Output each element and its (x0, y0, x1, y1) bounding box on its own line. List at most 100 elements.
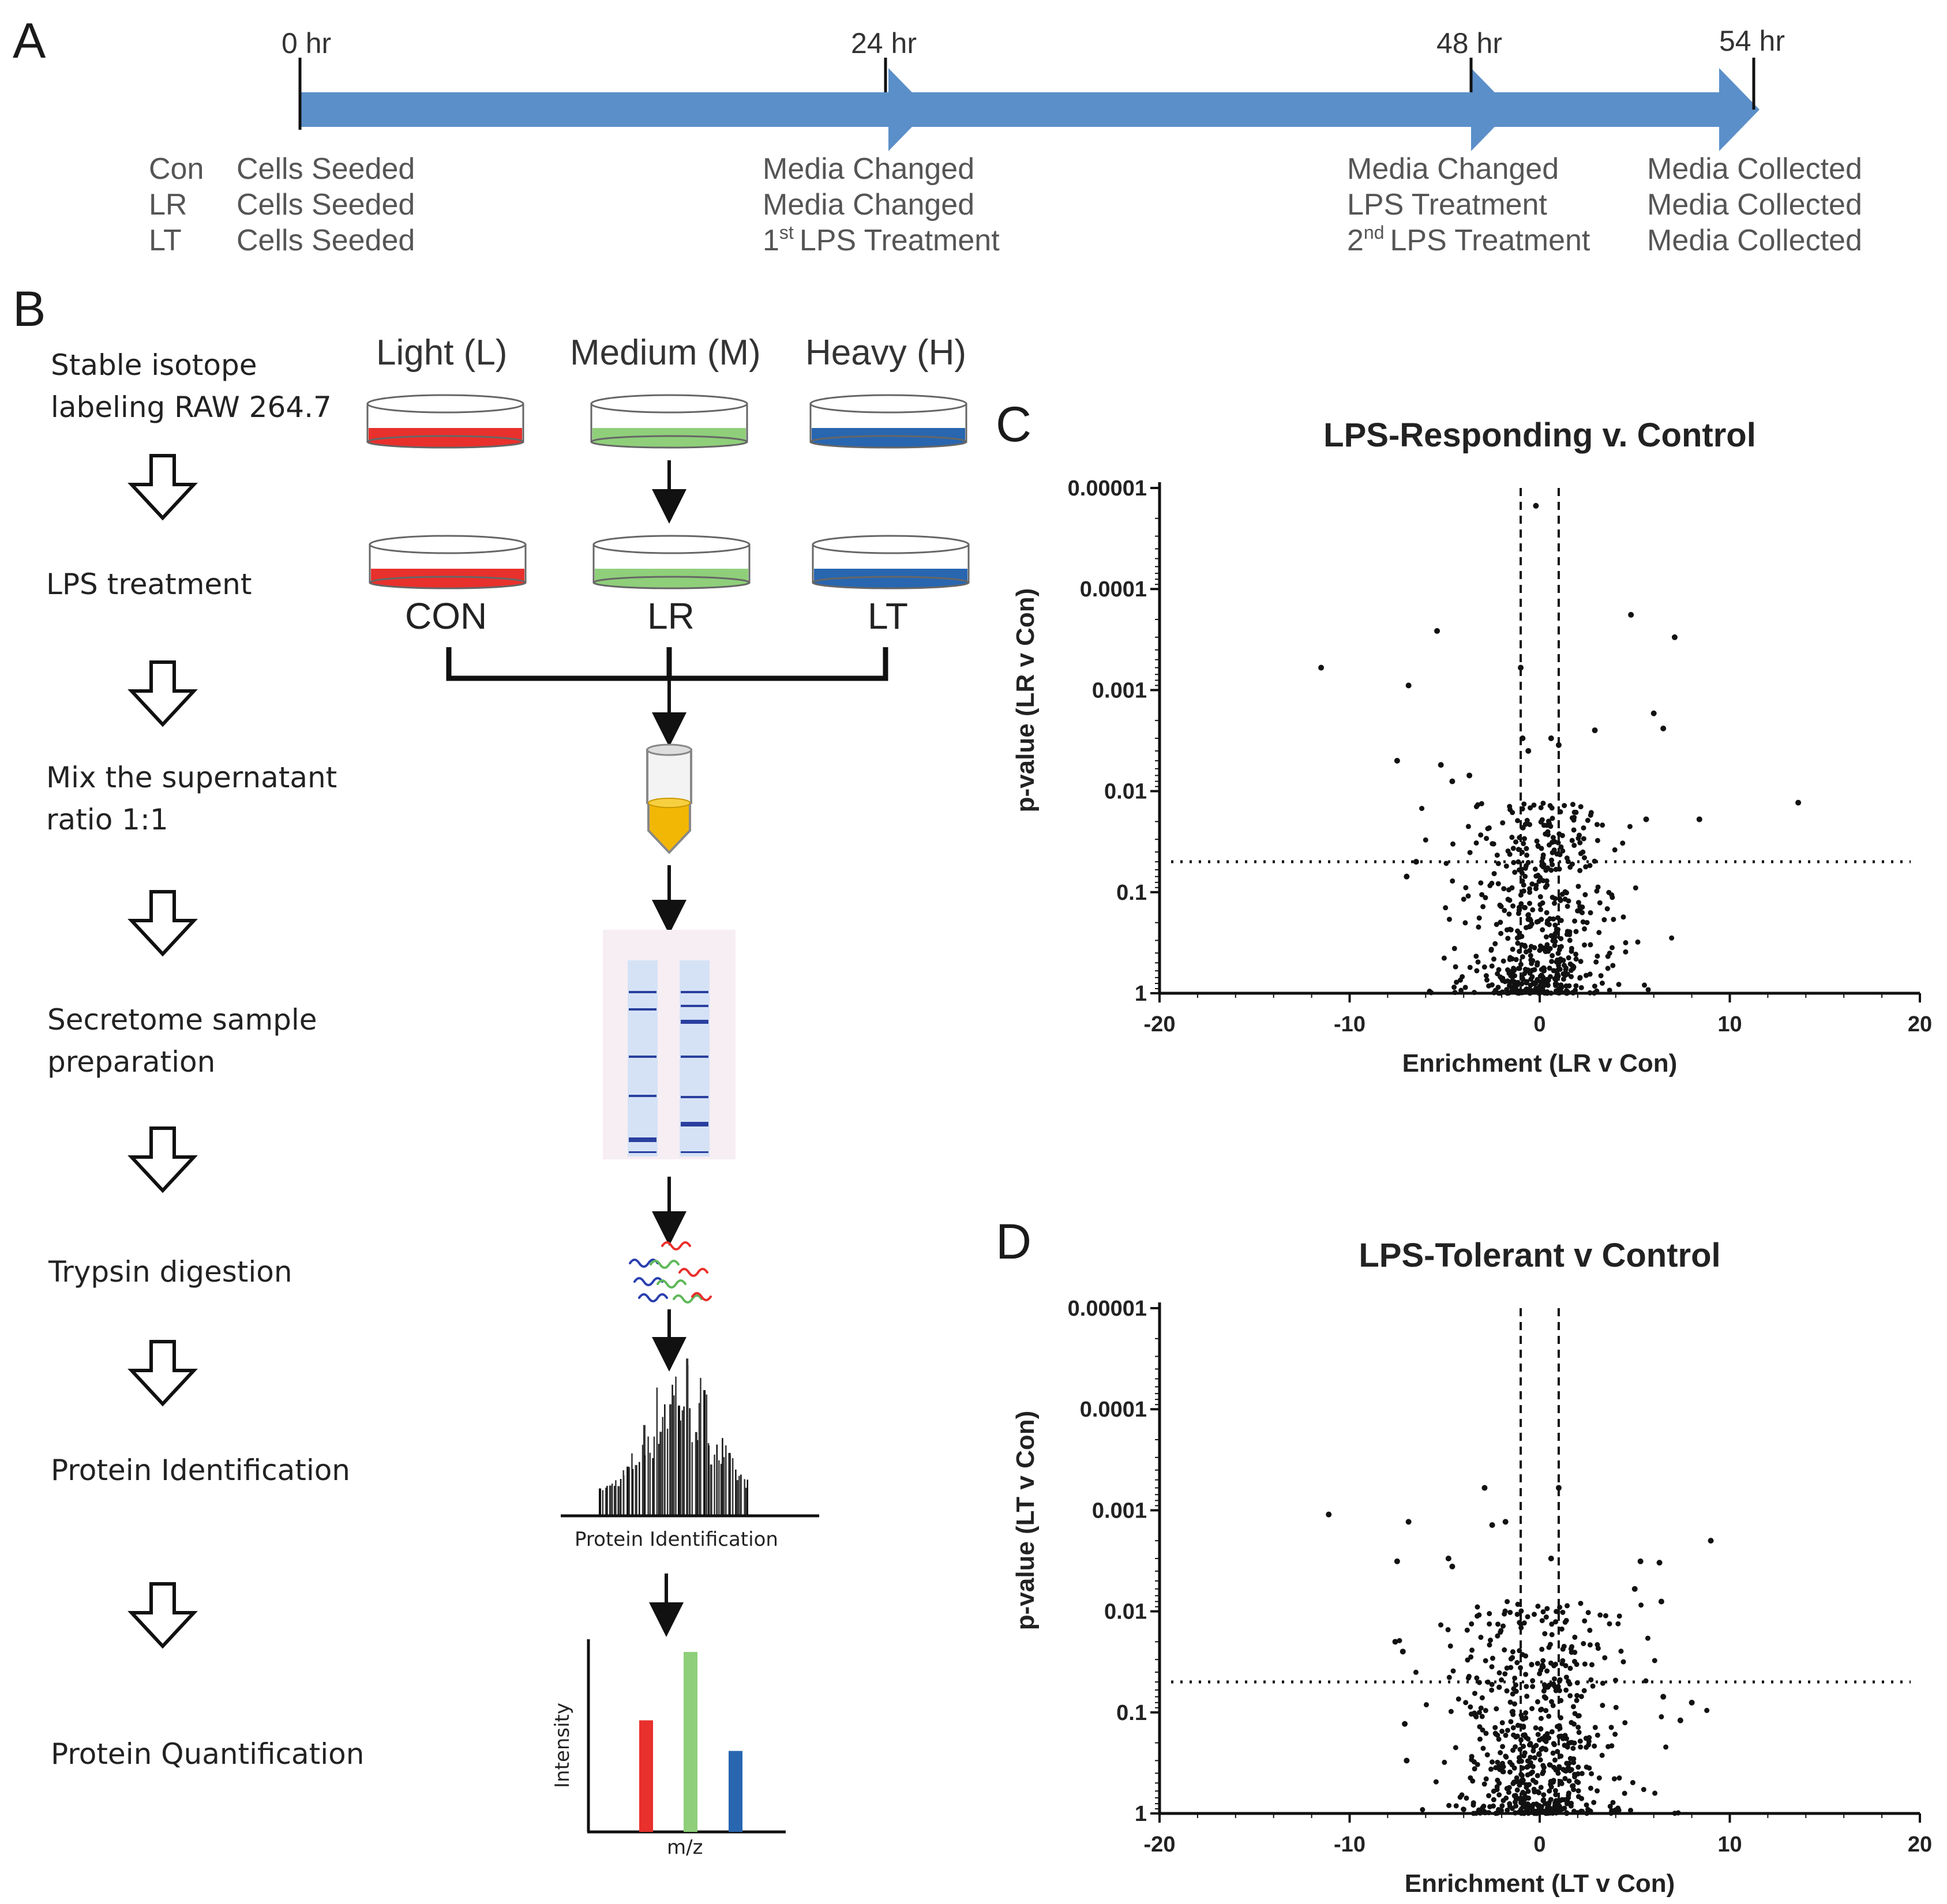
data-point (1511, 1732, 1517, 1738)
data-point (1585, 1610, 1591, 1616)
data-point (1488, 1766, 1494, 1772)
data-point (1582, 1661, 1588, 1667)
data-point (1520, 825, 1525, 831)
data-point-outlier (1656, 1560, 1663, 1566)
data-point (1567, 1740, 1573, 1745)
data-point (1522, 1797, 1528, 1802)
data-point (1509, 835, 1515, 840)
data-point (1599, 1752, 1605, 1758)
data-point (1549, 1621, 1555, 1627)
data-point (1478, 1705, 1484, 1711)
data-point (1562, 803, 1567, 809)
data-point (1528, 1755, 1533, 1760)
dish-con-rim (369, 535, 527, 554)
group-label-con: CON (405, 595, 487, 637)
data-point (1575, 884, 1581, 889)
data-point (1520, 1717, 1526, 1722)
data-point (1496, 967, 1502, 972)
data-point (1532, 1612, 1537, 1617)
data-point (1588, 1808, 1593, 1814)
peptide-red-1 (661, 1241, 691, 1250)
data-point (1465, 1657, 1470, 1663)
data-point (1496, 1781, 1502, 1786)
data-point (1531, 802, 1537, 808)
time-24hr: 24 hr (851, 27, 917, 59)
data-point (1610, 963, 1616, 968)
data-point (1587, 1628, 1593, 1633)
data-point (1565, 971, 1570, 977)
data-point (1540, 974, 1546, 980)
data-point (1600, 1703, 1605, 1708)
group-label-lt: LT (868, 595, 908, 637)
data-point (1487, 1642, 1492, 1648)
data-point (1538, 1785, 1544, 1790)
data-point (1594, 988, 1600, 994)
data-point (1510, 1725, 1516, 1730)
data-point (1560, 848, 1566, 854)
data-point (1574, 1680, 1580, 1685)
gel-band (681, 1020, 708, 1024)
step-7: Protein Quantification (51, 1737, 364, 1771)
data-point-outlier (1696, 816, 1702, 823)
timeline-arrow-segment-3 (1471, 68, 1760, 151)
data-point (1486, 983, 1492, 989)
data-point (1610, 1800, 1616, 1805)
data-point (1599, 981, 1605, 986)
data-point (1560, 976, 1566, 982)
spectrum-caption: Protein Identification (575, 1528, 778, 1551)
data-point (1525, 859, 1531, 865)
workflow-steps: Stable isotope labeling RAW 264.7 LPS tre… (46, 348, 364, 1771)
data-point (1471, 1759, 1477, 1765)
data-point (1526, 1795, 1532, 1801)
data-point (1524, 846, 1529, 851)
data-point (1509, 1709, 1515, 1715)
data-point (1463, 1700, 1469, 1706)
data-point (1565, 1761, 1571, 1767)
data-point (1523, 949, 1529, 955)
data-point (1468, 1704, 1473, 1710)
data-point (1527, 889, 1533, 895)
data-point (1550, 816, 1555, 821)
data-point (1462, 920, 1468, 926)
data-point (1548, 1797, 1554, 1802)
peptide-red-2 (678, 1268, 708, 1277)
data-point (1536, 1752, 1541, 1757)
dish-lt-base (812, 576, 970, 589)
gel-band (629, 1137, 656, 1142)
data-point (1556, 947, 1562, 952)
dish-lr-rim (592, 535, 751, 554)
data-point (1489, 1687, 1495, 1693)
data-point (1443, 861, 1449, 866)
x-tick-label: -20 (1144, 1832, 1176, 1857)
data-point (1573, 951, 1579, 957)
data-point (1521, 888, 1526, 894)
data-point (1597, 900, 1603, 906)
data-point (1528, 923, 1533, 929)
data-point (1571, 1787, 1577, 1793)
data-point (1490, 1759, 1495, 1765)
data-point (1505, 1807, 1510, 1813)
data-point (1551, 847, 1557, 853)
data-point (1550, 862, 1555, 867)
data-point (1543, 1746, 1548, 1752)
data-point (1537, 1757, 1543, 1763)
data-point (1499, 1729, 1505, 1734)
dish-light (366, 394, 524, 449)
dish-heavy-base (809, 435, 967, 449)
data-point (1546, 1644, 1552, 1650)
data-point (1478, 832, 1484, 838)
data-point (1514, 1612, 1520, 1617)
step-arrow-6 (127, 1582, 198, 1649)
data-point (1397, 1638, 1402, 1643)
data-point (1543, 1801, 1548, 1807)
data-point (1577, 1738, 1583, 1744)
data-point (1521, 1791, 1527, 1797)
data-point (1544, 942, 1550, 948)
data-point (1502, 1647, 1507, 1653)
quant-bar-medium (684, 1652, 697, 1832)
data-point (1514, 1660, 1520, 1666)
data-point (1500, 1764, 1506, 1770)
data-point-outlier (1404, 1757, 1410, 1764)
data-point (1483, 1708, 1488, 1714)
data-point (1473, 953, 1479, 959)
